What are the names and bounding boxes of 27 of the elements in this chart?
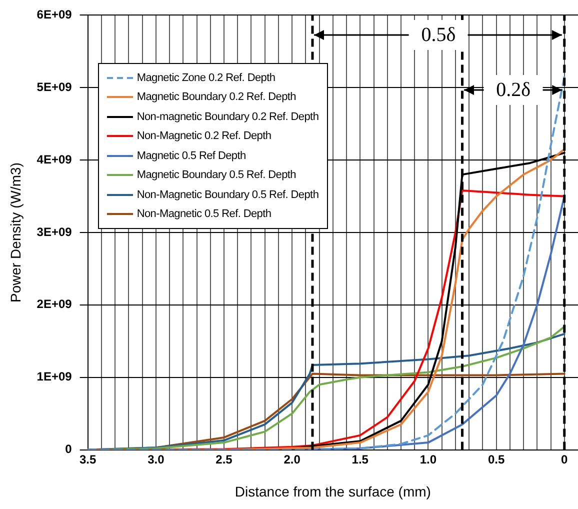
y-tick-label: 6E+09 bbox=[36, 8, 72, 22]
legend-label: Magnetic Boundary 0.2 Ref. Depth bbox=[136, 91, 296, 104]
x-tick-label: 1.0 bbox=[420, 452, 437, 466]
x-tick-label: 3.5 bbox=[79, 452, 96, 466]
y-tick-label: 0 bbox=[65, 442, 72, 456]
x-tick-label: 3.0 bbox=[148, 452, 165, 466]
legend-label: Non-Magnetic Boundary 0.5 Ref. Depth bbox=[136, 188, 319, 201]
legend-label: Non-magnetic Boundary 0.2 Ref. Depth bbox=[136, 110, 319, 123]
y-tick-label: 4E+09 bbox=[36, 152, 72, 166]
x-tick-label: 0 bbox=[561, 452, 568, 466]
x-tick-label: 1.5 bbox=[352, 452, 369, 466]
y-tick-label: 5E+09 bbox=[36, 80, 72, 94]
legend-label: Magnetic 0.5 Ref Depth bbox=[136, 150, 246, 162]
legend-label: Non-Magnetic 0.5 Ref. Depth bbox=[136, 208, 272, 220]
legend-label: Magnetic Boundary 0.5 Ref. Depth bbox=[136, 169, 296, 182]
legend-label: Magnetic Zone 0.2 Ref. Depth bbox=[136, 72, 276, 84]
annotation: 0.2δ bbox=[484, 75, 543, 106]
y-tick-label: 3E+09 bbox=[36, 224, 72, 239]
y-tick-label: 2E+09 bbox=[36, 297, 72, 312]
x-tick-label: 2.5 bbox=[216, 452, 233, 466]
x-tick-label: 0.5 bbox=[488, 452, 505, 466]
y-tick-label: 1E+09 bbox=[36, 370, 72, 384]
x-tick-label: 2.0 bbox=[284, 452, 301, 466]
annotation: 0.5δ bbox=[409, 20, 468, 50]
x-axis-title: Distance from the surface (mm) bbox=[234, 483, 431, 500]
y-axis-title: Power Density (W/m3) bbox=[7, 162, 24, 303]
legend-label: Non-Magnetic 0.2 Ref. Depth bbox=[136, 130, 272, 142]
